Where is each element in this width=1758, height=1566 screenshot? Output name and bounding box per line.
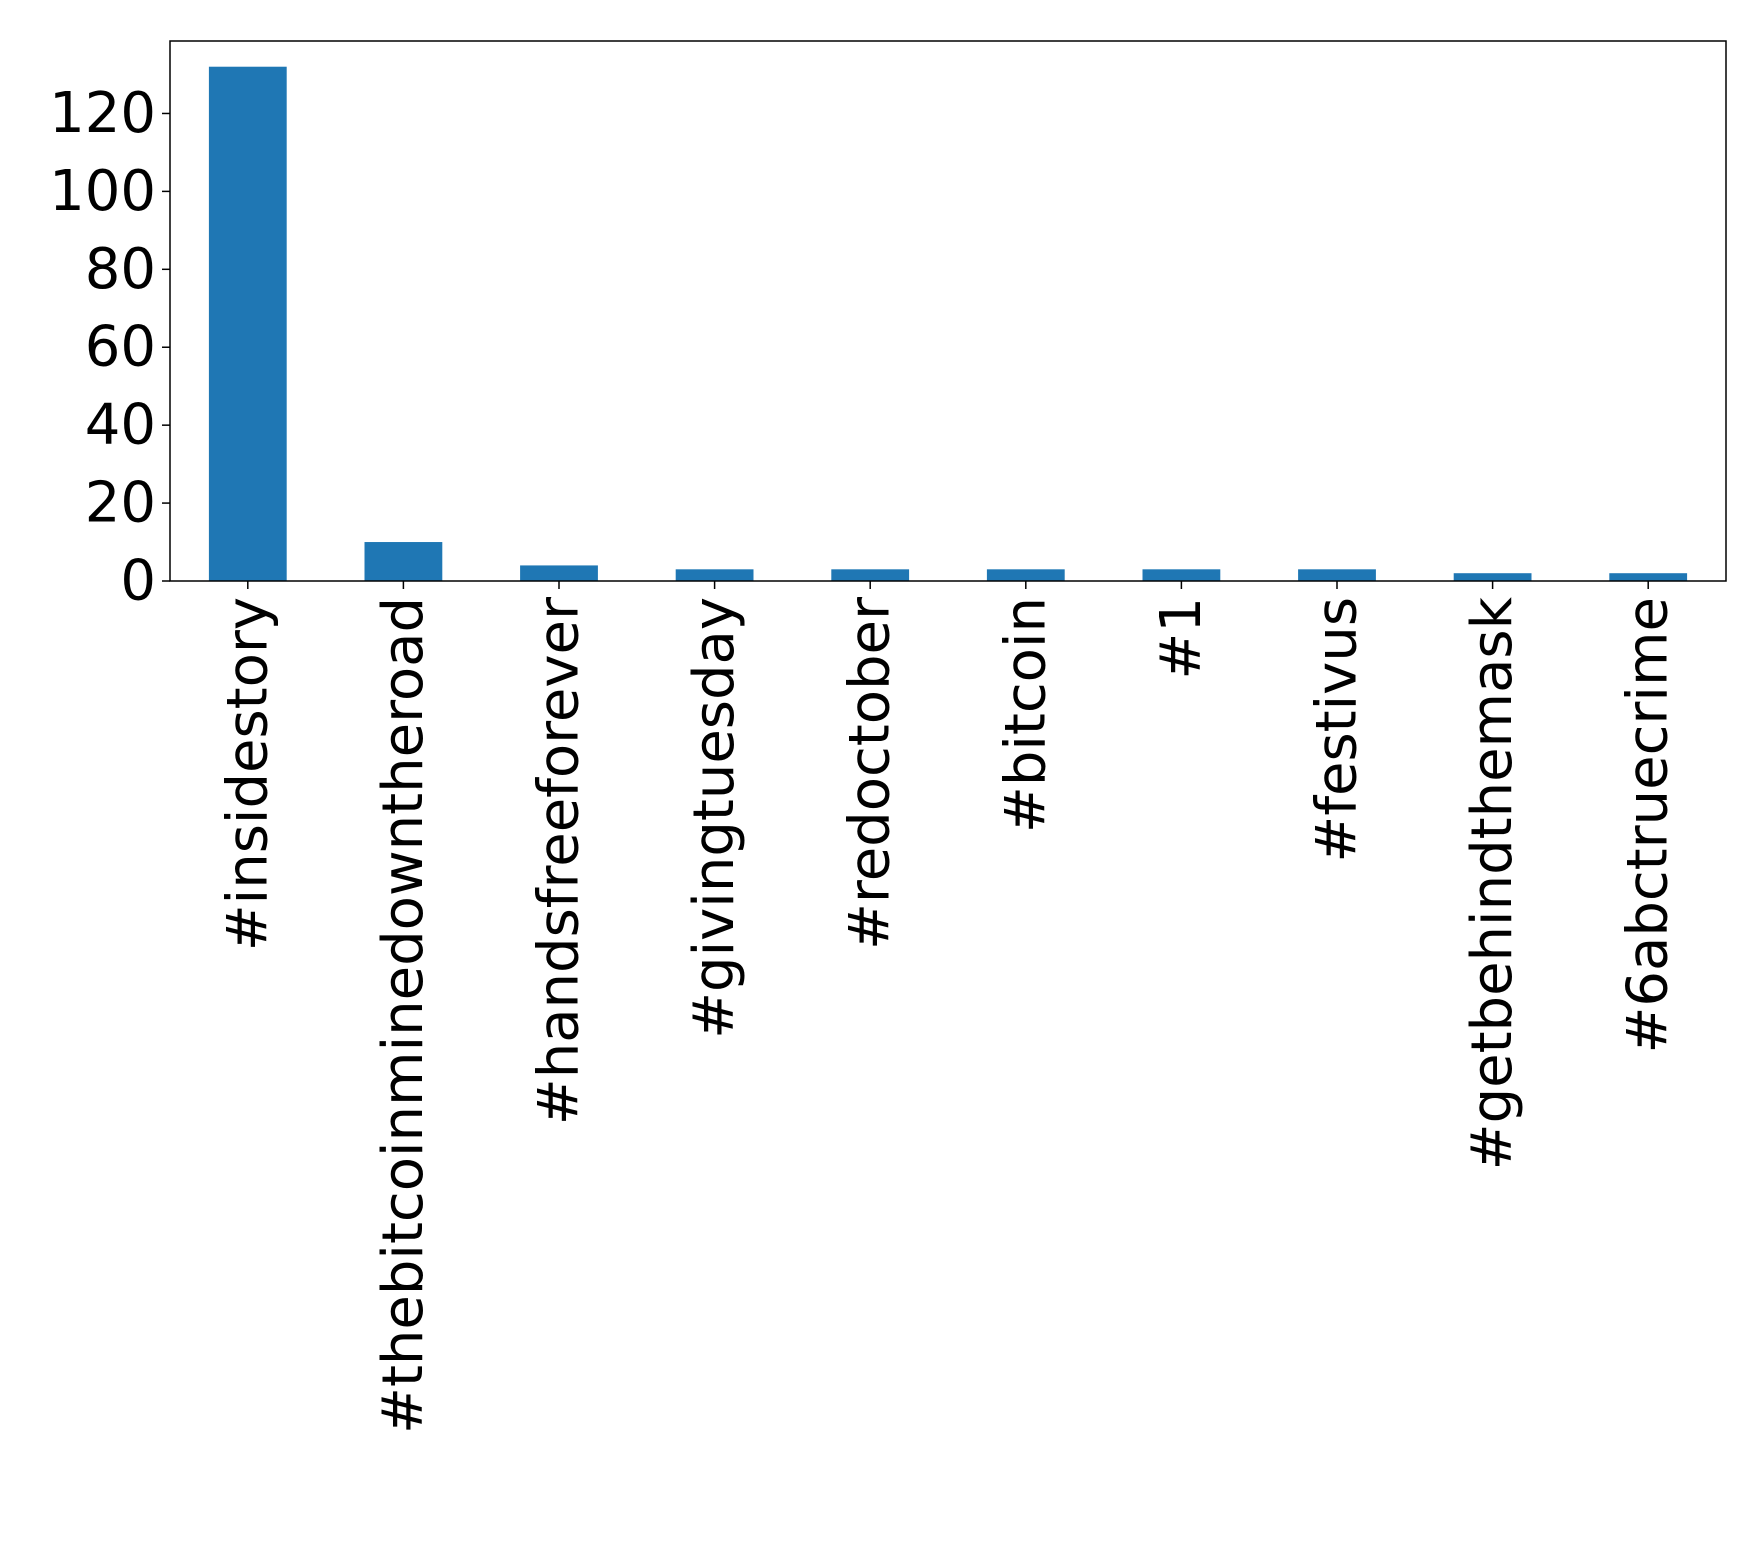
bar: [1609, 573, 1688, 581]
bar: [1142, 569, 1221, 581]
y-tick-label: 0: [120, 549, 156, 614]
x-axis: #insidestory #thebitcoinminedowntheroad #h…: [215, 581, 1681, 1434]
bar: [1453, 573, 1532, 581]
x-tick-label: #thebitcoinminedowntheroad: [371, 597, 436, 1434]
bars: [208, 66, 1688, 581]
y-tick-label: 20: [85, 471, 156, 536]
y-tick-label: 60: [85, 315, 156, 380]
bar: [1298, 569, 1376, 581]
x-tick-label: #handsfreeforever: [527, 596, 592, 1125]
plot-frame: [169, 40, 1727, 582]
y-tick-label: 120: [49, 81, 156, 146]
bar: [208, 66, 287, 581]
x-tick-label: #getbehindthemask: [1460, 596, 1525, 1170]
x-tick-label: #1: [1149, 597, 1214, 680]
x-tick-label: #bitcoin: [993, 597, 1058, 833]
bar: [364, 542, 443, 581]
bar: [986, 569, 1065, 581]
y-tick-label: 80: [85, 237, 156, 302]
x-tick-label: #redoctober: [838, 596, 903, 950]
y-axis: 0 20 40 60 80 100 120: [49, 81, 170, 614]
x-tick-label: #6abctruecrime: [1616, 597, 1681, 1054]
bar: [831, 569, 910, 581]
x-tick-label: #insidestory: [215, 597, 280, 951]
y-tick-label: 100: [49, 159, 156, 224]
bar: [520, 565, 598, 581]
bar: [675, 569, 754, 581]
y-tick-label: 40: [85, 393, 156, 458]
x-tick-label: #givingtuesday: [682, 597, 747, 1039]
x-tick-label: #festivus: [1305, 597, 1370, 863]
